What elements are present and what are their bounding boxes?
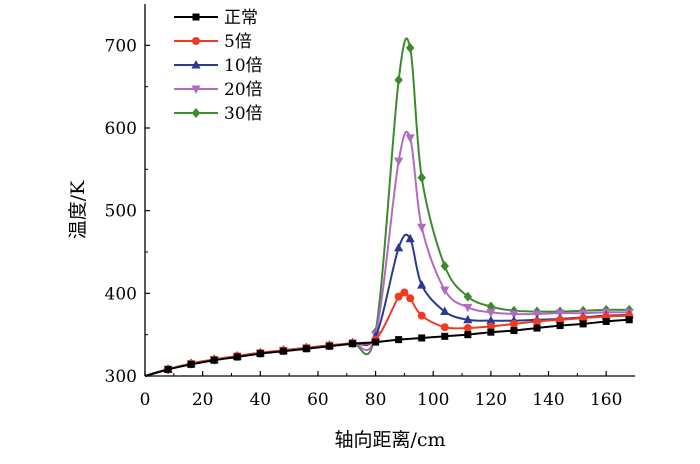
data-point (579, 314, 588, 323)
legend: 正常 5倍 10倍 20倍 30倍 (174, 8, 263, 124)
data-point (372, 338, 380, 346)
data-point (533, 324, 541, 332)
axes-layer (144, 4, 635, 377)
data-point (256, 350, 264, 358)
data-point (279, 347, 287, 355)
series-line-0 (144, 318, 630, 377)
data-point (405, 42, 415, 53)
data-point (486, 322, 495, 331)
x-tick-label: 40 (249, 390, 271, 410)
data-point (440, 286, 450, 296)
data-point (417, 311, 426, 320)
data-point (302, 345, 310, 353)
data-point (394, 157, 404, 167)
x-tick-label: 0 (140, 390, 151, 410)
data-point (406, 294, 415, 303)
x-tick-label: 60 (307, 390, 329, 410)
data-point (556, 322, 564, 330)
data-point (210, 356, 218, 364)
data-point (464, 331, 472, 339)
x-tick-label: 20 (192, 390, 214, 410)
x-tick-label: 140 (532, 390, 564, 410)
series-2 (144, 233, 634, 377)
legend-marker-0 (192, 13, 200, 21)
data-point (487, 328, 495, 336)
y-tick-label: 400 (105, 284, 137, 304)
data-point (187, 360, 195, 368)
y-tick-label: 700 (105, 36, 137, 56)
data-point (417, 280, 427, 289)
data-point (486, 308, 496, 318)
data-point (394, 292, 403, 301)
y-tick-label: 300 (105, 367, 137, 387)
x-tick-label: 100 (417, 390, 449, 410)
series-layer (144, 37, 634, 377)
data-point (556, 315, 565, 324)
data-point (625, 316, 633, 324)
data-point (405, 134, 415, 143)
legend-label-4: 30倍 (224, 104, 263, 124)
data-point (555, 309, 565, 319)
data-point (395, 336, 403, 344)
data-point (233, 353, 241, 361)
data-point (349, 340, 357, 348)
data-point (417, 172, 426, 183)
data-point (532, 310, 542, 319)
legend-label-3: 20倍 (224, 80, 263, 100)
data-point (463, 314, 473, 324)
data-point (510, 327, 518, 335)
legend-marker-4 (191, 108, 201, 118)
data-point (164, 365, 172, 373)
x-axis-title: 轴向距离/cm (334, 429, 445, 451)
data-point (405, 233, 415, 243)
x-tick-label: 120 (475, 390, 507, 410)
data-point (579, 320, 587, 328)
x-tick-label: 160 (590, 390, 622, 410)
series-0 (144, 316, 633, 377)
data-point (509, 310, 519, 319)
y-tick-label: 600 (105, 119, 137, 139)
ticks-layer: 0 20 40 60 80 100 120 140 160 300 400 500 600 700 (105, 36, 623, 410)
data-point (486, 315, 496, 325)
data-point (463, 291, 473, 302)
legend-marker-2 (191, 60, 201, 69)
data-point (441, 332, 449, 340)
legend-label-2: 10倍 (224, 56, 263, 76)
data-point (394, 242, 404, 252)
data-point (509, 319, 518, 328)
legend-label-0: 正常 (224, 8, 258, 28)
data-point (325, 342, 333, 350)
data-point (418, 334, 426, 342)
x-tick-label: 80 (365, 390, 387, 410)
data-point (440, 323, 449, 332)
data-point (533, 317, 541, 326)
data-point (417, 223, 427, 233)
data-point (463, 303, 473, 313)
y-tick-label: 500 (105, 202, 137, 222)
data-point (440, 306, 450, 316)
data-point (394, 75, 403, 86)
y-axis-title: 温度/K (67, 180, 89, 239)
legend-marker-1 (192, 37, 200, 45)
data-point (463, 324, 472, 333)
data-point (602, 317, 610, 325)
legend-marker-3 (191, 85, 201, 94)
series-3 (144, 130, 634, 377)
data-point (400, 288, 409, 297)
legend-label-1: 5倍 (224, 32, 252, 52)
series-line-3 (144, 130, 630, 377)
data-point (440, 261, 449, 272)
